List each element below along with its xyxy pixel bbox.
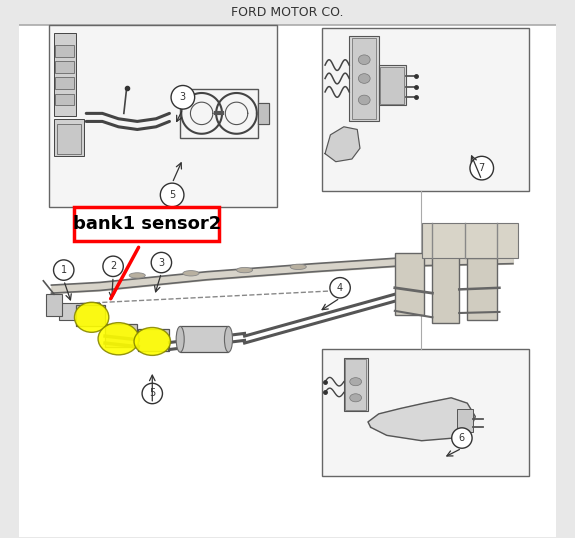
- Circle shape: [53, 260, 74, 280]
- Bar: [344, 358, 368, 411]
- Bar: [54, 33, 75, 116]
- Text: 7: 7: [478, 163, 485, 173]
- Polygon shape: [368, 398, 476, 441]
- Bar: [457, 409, 473, 431]
- Circle shape: [330, 278, 350, 298]
- Text: FORD MOTOR CO.: FORD MOTOR CO.: [231, 6, 344, 19]
- Bar: [421, 223, 518, 258]
- Text: bank1 sensor2: bank1 sensor2: [72, 215, 221, 233]
- Bar: [346, 359, 366, 409]
- Bar: [139, 329, 170, 351]
- Circle shape: [151, 252, 171, 273]
- Bar: [467, 258, 497, 320]
- Bar: [323, 27, 529, 191]
- Ellipse shape: [134, 328, 171, 356]
- Ellipse shape: [176, 327, 184, 352]
- Ellipse shape: [290, 264, 306, 270]
- Text: 1: 1: [61, 265, 67, 275]
- Bar: [180, 327, 228, 352]
- Text: 5: 5: [169, 190, 175, 200]
- Circle shape: [470, 157, 493, 180]
- Bar: [46, 294, 62, 316]
- Ellipse shape: [183, 271, 199, 276]
- Bar: [19, 1, 556, 25]
- Text: 3: 3: [158, 258, 164, 267]
- Bar: [49, 25, 277, 207]
- Bar: [379, 65, 405, 105]
- Ellipse shape: [98, 323, 139, 355]
- Ellipse shape: [350, 378, 362, 386]
- Ellipse shape: [236, 267, 252, 273]
- Bar: [55, 77, 75, 89]
- Polygon shape: [258, 103, 269, 124]
- Ellipse shape: [358, 55, 370, 65]
- Ellipse shape: [75, 302, 109, 332]
- Bar: [432, 256, 459, 323]
- FancyBboxPatch shape: [74, 207, 219, 241]
- Ellipse shape: [358, 95, 370, 105]
- Circle shape: [103, 256, 123, 277]
- Bar: [180, 89, 258, 138]
- Bar: [349, 36, 379, 122]
- Circle shape: [171, 86, 195, 109]
- Ellipse shape: [358, 74, 370, 83]
- Bar: [55, 61, 75, 73]
- Text: 3: 3: [180, 93, 186, 102]
- Ellipse shape: [224, 327, 232, 352]
- Circle shape: [160, 183, 184, 207]
- Circle shape: [452, 428, 472, 448]
- Text: 2: 2: [110, 261, 116, 271]
- Bar: [352, 38, 376, 119]
- Bar: [75, 305, 105, 327]
- Bar: [55, 45, 75, 57]
- Text: 5: 5: [149, 388, 155, 399]
- Bar: [380, 67, 404, 104]
- Circle shape: [142, 383, 163, 404]
- Bar: [395, 253, 424, 315]
- Ellipse shape: [350, 394, 362, 402]
- Text: 4: 4: [337, 283, 343, 293]
- Bar: [57, 124, 81, 154]
- Bar: [55, 94, 75, 105]
- Polygon shape: [325, 127, 360, 162]
- Bar: [59, 303, 99, 320]
- Bar: [54, 119, 83, 157]
- Bar: [323, 350, 529, 476]
- Ellipse shape: [129, 273, 145, 278]
- Bar: [105, 324, 137, 347]
- Text: 6: 6: [459, 433, 465, 443]
